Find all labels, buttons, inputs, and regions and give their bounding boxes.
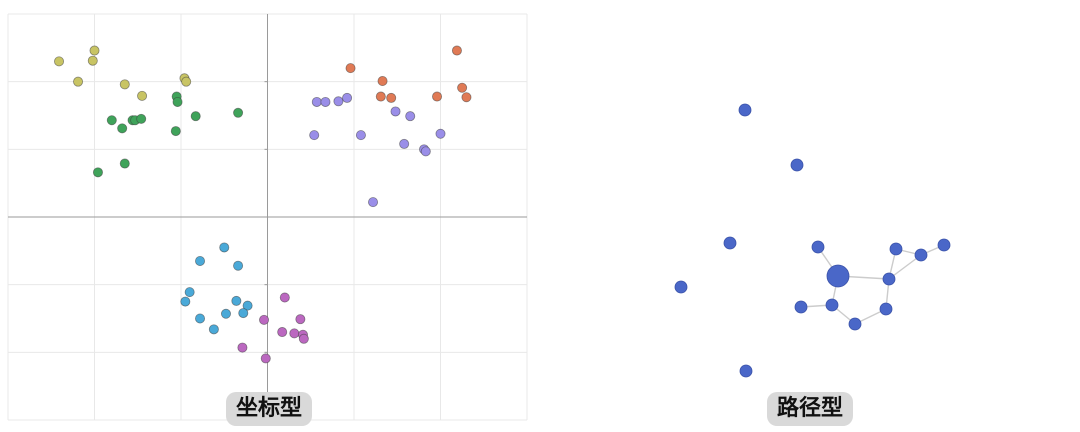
graph-node <box>879 302 893 316</box>
scatter-point <box>184 287 195 298</box>
scatter-point <box>181 76 192 87</box>
scatter-point <box>386 92 397 103</box>
scatter-point <box>195 313 206 324</box>
scatter-point <box>279 292 290 303</box>
scatter-point <box>190 111 201 122</box>
scatter-point <box>119 158 130 169</box>
scatter-point <box>451 45 462 56</box>
scatter-point <box>355 130 366 141</box>
scatter-point <box>333 96 344 107</box>
graph-hub-node <box>826 264 850 288</box>
scatter-point <box>87 55 98 66</box>
scatter-point <box>92 167 103 178</box>
scatter-point <box>461 92 472 103</box>
scatter-point <box>117 123 128 134</box>
scatter-point <box>219 242 230 253</box>
scatter-point <box>420 146 431 157</box>
graph-node <box>790 158 804 172</box>
scatter-point <box>89 45 100 56</box>
graph-node <box>794 300 808 314</box>
scatter-point <box>233 260 244 271</box>
scatter-point <box>298 333 309 344</box>
scatter-point <box>368 197 379 208</box>
scatter-point <box>277 327 288 338</box>
scatter-point <box>137 90 148 101</box>
scatter-point <box>73 76 84 87</box>
scatter-point <box>432 91 443 102</box>
scatter-point <box>399 138 410 149</box>
scatter-point <box>208 324 219 335</box>
graph-node <box>723 236 737 250</box>
scatter-point <box>170 126 181 137</box>
graph-node <box>739 364 753 378</box>
scatter-point <box>237 342 248 353</box>
scatter-point <box>195 255 206 266</box>
scatter-point <box>233 107 244 118</box>
scatter-point <box>180 296 191 307</box>
graph-node <box>937 238 951 252</box>
graph-node <box>825 298 839 312</box>
scatter-point <box>260 353 271 364</box>
scatter-point <box>457 82 468 93</box>
scatter-point <box>405 111 416 122</box>
scatter-point <box>259 314 270 325</box>
scatter-point <box>295 314 306 325</box>
scatter-point <box>106 115 117 126</box>
scatter-point <box>220 308 231 319</box>
graph-node <box>889 242 903 256</box>
path-type-label: 路径型 <box>766 392 854 426</box>
graph-node <box>674 280 688 294</box>
scatter-point <box>342 92 353 103</box>
scatter-point <box>238 308 249 319</box>
scatter-point <box>345 63 356 74</box>
scatter-point <box>54 56 65 67</box>
graph-node <box>738 103 752 117</box>
scatter-point <box>136 113 147 124</box>
graph-node <box>882 272 896 286</box>
graph-node <box>848 317 862 331</box>
scatter-point <box>231 295 242 306</box>
scatter-point <box>320 96 331 107</box>
scatter-point <box>172 96 183 107</box>
scatter-point <box>119 79 130 90</box>
scatter-point <box>390 106 401 117</box>
scatter-point <box>377 75 388 86</box>
graph-node <box>914 248 928 262</box>
scatter-point <box>375 91 386 102</box>
scatter-point <box>435 128 446 139</box>
scatter-point <box>242 300 253 311</box>
coordinate-type-label: 坐标型 <box>225 392 313 426</box>
scatter-point <box>309 130 320 141</box>
graph-edge <box>888 254 922 280</box>
graph-node <box>811 240 825 254</box>
